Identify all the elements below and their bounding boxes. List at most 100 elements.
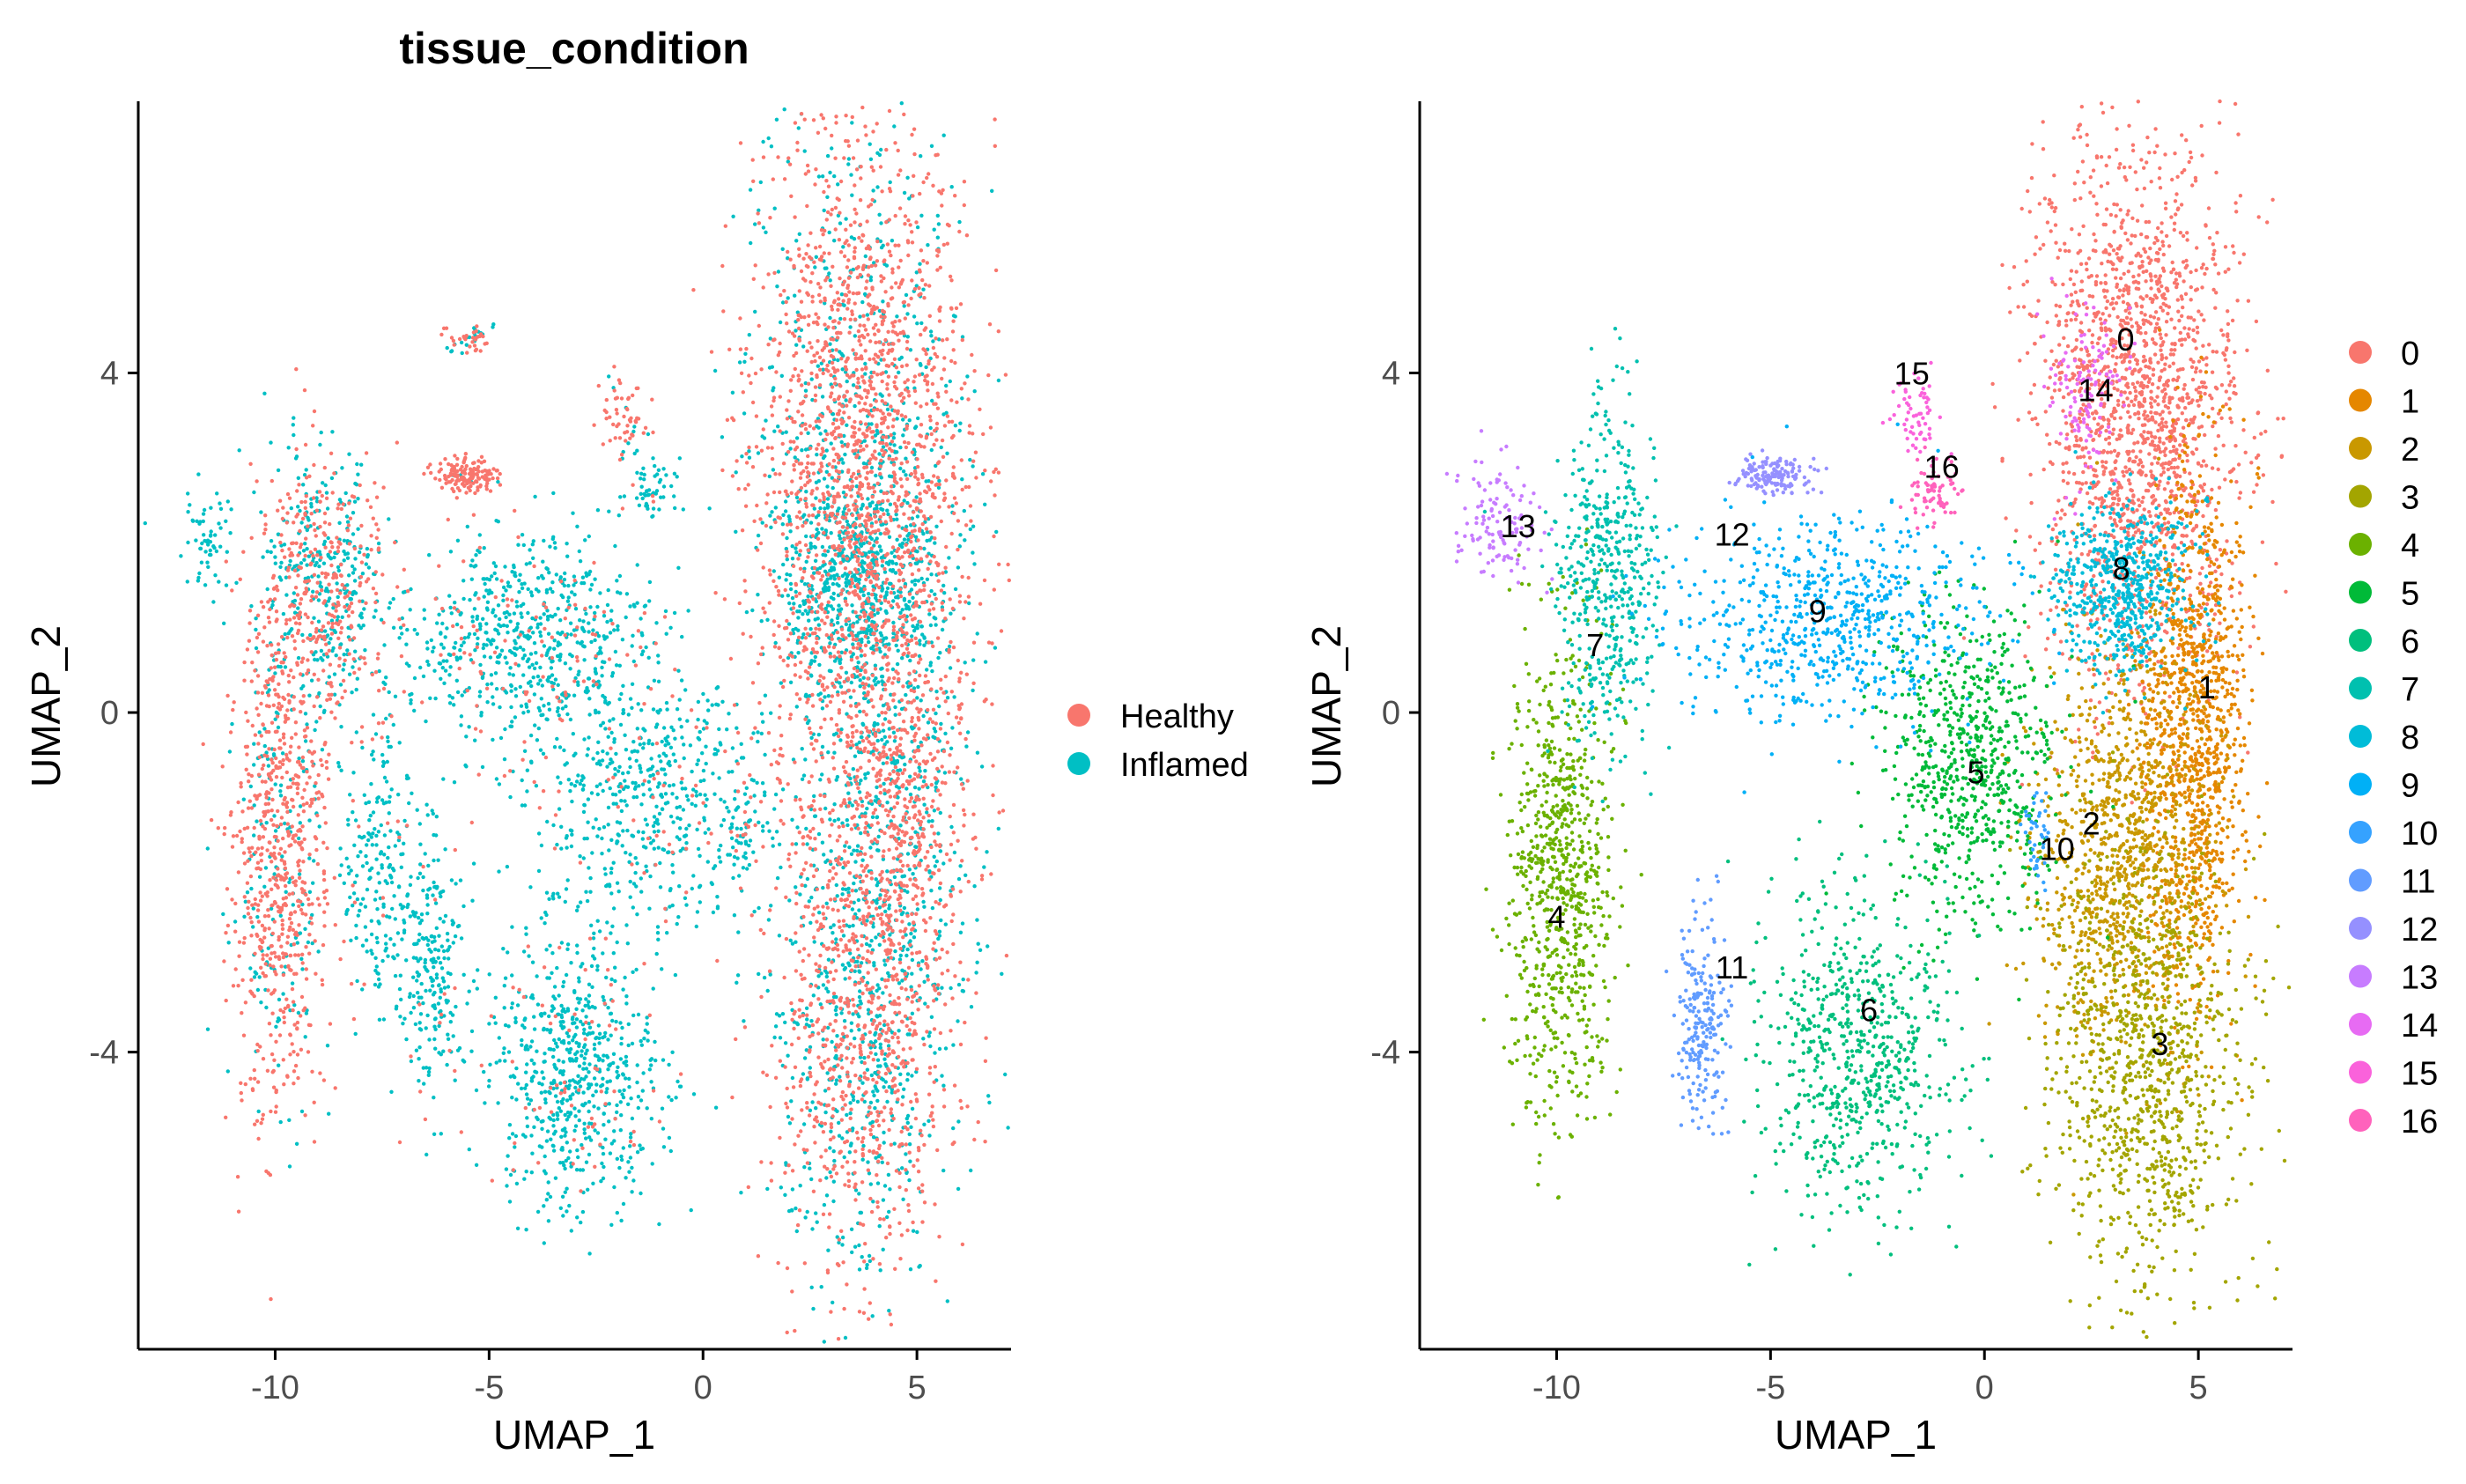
scatter-point bbox=[565, 845, 569, 850]
scatter-point bbox=[509, 689, 513, 693]
scatter-point bbox=[471, 978, 476, 984]
scatter-point bbox=[455, 1048, 461, 1052]
scatter-point bbox=[442, 956, 447, 961]
scatter-point bbox=[604, 635, 609, 639]
scatter-point bbox=[369, 932, 374, 937]
scatter-point bbox=[581, 776, 586, 780]
scatter-point bbox=[667, 1095, 671, 1099]
scatter-point bbox=[783, 1041, 788, 1045]
scatter-point bbox=[782, 107, 786, 112]
scatter-point bbox=[840, 963, 845, 967]
scatter-point bbox=[759, 731, 764, 736]
scatter-point bbox=[434, 976, 439, 980]
scatter-point bbox=[982, 865, 986, 869]
scatter-point bbox=[505, 624, 509, 628]
scatter-point bbox=[520, 615, 524, 619]
scatter-point bbox=[552, 541, 557, 545]
scatter-point bbox=[532, 692, 537, 697]
scatter-point bbox=[472, 607, 477, 611]
scatter-point bbox=[360, 987, 365, 992]
scatter-point bbox=[922, 1122, 927, 1127]
scatter-point bbox=[646, 779, 651, 784]
scatter-point bbox=[840, 887, 845, 891]
scatter-point bbox=[786, 256, 790, 261]
scatter-point bbox=[683, 786, 688, 791]
scatter-point bbox=[645, 1106, 649, 1111]
scatter-point bbox=[524, 1228, 528, 1232]
scatter-point bbox=[329, 637, 333, 641]
scatter-point bbox=[631, 1013, 636, 1018]
scatter-point bbox=[803, 380, 808, 386]
scatter-point bbox=[665, 707, 669, 712]
scatter-point bbox=[836, 608, 841, 612]
scatter-point bbox=[537, 1144, 542, 1148]
scatter-point bbox=[582, 1056, 587, 1060]
scatter-point bbox=[345, 648, 350, 653]
scatter-point bbox=[360, 572, 365, 576]
scatter-point bbox=[409, 875, 413, 879]
scatter-point bbox=[808, 521, 814, 525]
scatter-point bbox=[303, 1035, 307, 1039]
scatter-point bbox=[771, 468, 776, 472]
scatter-point bbox=[339, 642, 343, 646]
scatter-point bbox=[656, 661, 661, 665]
scatter-point bbox=[568, 667, 572, 671]
scatter-point bbox=[359, 836, 365, 840]
scatter-point bbox=[554, 572, 558, 577]
scatter-point bbox=[926, 720, 931, 725]
scatter-point bbox=[556, 606, 560, 611]
scatter-point bbox=[858, 989, 862, 993]
scatter-point bbox=[273, 829, 278, 833]
scatter-point bbox=[332, 555, 336, 560]
scatter-point bbox=[387, 845, 391, 850]
scatter-point bbox=[877, 544, 882, 549]
scatter-point bbox=[850, 121, 854, 125]
scatter-point bbox=[717, 727, 721, 732]
scatter-point bbox=[383, 949, 388, 953]
scatter-point bbox=[620, 1092, 624, 1096]
scatter-point bbox=[529, 1170, 534, 1175]
scatter-point bbox=[336, 615, 340, 619]
scatter-point bbox=[348, 895, 352, 900]
scatter-point bbox=[469, 564, 473, 568]
scatter-point bbox=[514, 600, 519, 604]
scatter-point bbox=[374, 890, 379, 894]
scatter-point bbox=[561, 1214, 565, 1218]
scatter-point bbox=[601, 693, 605, 698]
scatter-point bbox=[832, 577, 837, 581]
scatter-point bbox=[533, 723, 537, 727]
scatter-point bbox=[837, 603, 841, 608]
scatter-point bbox=[890, 1090, 894, 1095]
scatter-point bbox=[574, 1007, 579, 1012]
scatter-point bbox=[646, 1038, 650, 1043]
scatter-point bbox=[365, 949, 369, 954]
scatter-point bbox=[898, 1072, 903, 1077]
scatter-point bbox=[858, 684, 862, 689]
scatter-point bbox=[800, 635, 805, 640]
scatter-point bbox=[534, 651, 538, 655]
scatter-point bbox=[822, 208, 826, 213]
scatter-point bbox=[553, 1129, 557, 1134]
scatter-point bbox=[454, 882, 458, 886]
scatter-point bbox=[337, 521, 342, 525]
scatter-point bbox=[636, 702, 640, 706]
scatter-point bbox=[345, 551, 351, 556]
scatter-point bbox=[254, 646, 259, 651]
scatter-point bbox=[520, 582, 524, 587]
scatter-point bbox=[513, 1145, 517, 1149]
scatter-point bbox=[587, 621, 591, 625]
scatter-point bbox=[859, 831, 863, 836]
scatter-point bbox=[793, 455, 797, 460]
scatter-point bbox=[922, 643, 927, 647]
scatter-point bbox=[807, 1023, 812, 1029]
scatter-point bbox=[897, 768, 903, 772]
scatter-point bbox=[278, 913, 283, 919]
scatter-point bbox=[507, 1123, 513, 1127]
scatter-point bbox=[881, 703, 886, 708]
scatter-point bbox=[764, 418, 768, 423]
scatter-point bbox=[478, 662, 483, 668]
scatter-point bbox=[467, 989, 471, 993]
scatter-point bbox=[927, 869, 932, 874]
scatter-point bbox=[872, 1093, 876, 1098]
scatter-point bbox=[542, 612, 546, 616]
